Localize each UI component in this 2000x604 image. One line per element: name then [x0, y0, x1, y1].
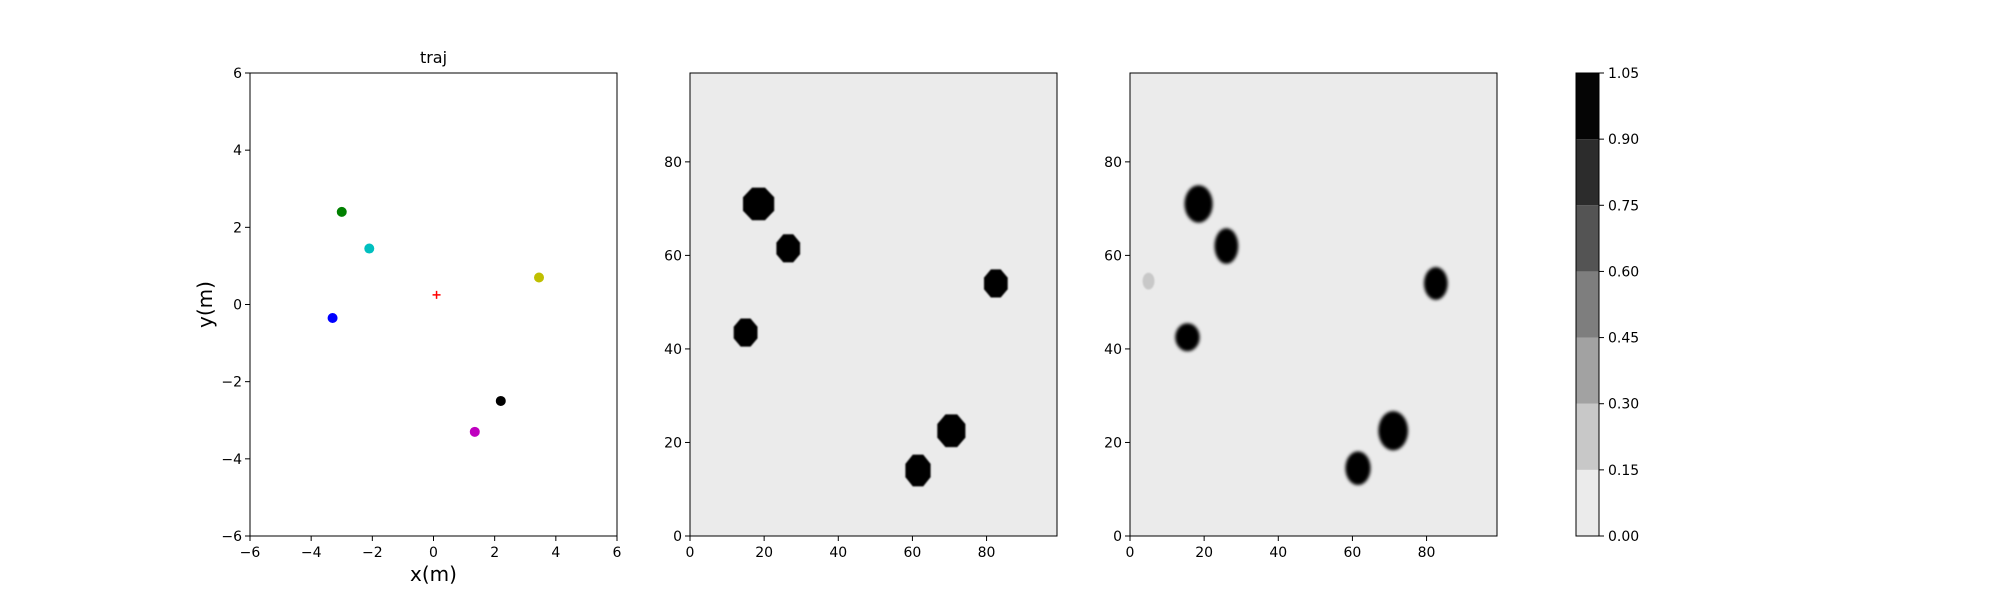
- colorbar-band: [1576, 337, 1599, 404]
- x-tick-label: 0: [429, 545, 438, 561]
- heatmap-right-ticks: 0 20 40 60 80 0 20 40 60 80: [1104, 155, 1435, 561]
- heatmap-left-background: [690, 73, 1057, 536]
- heatmap-panel-right: 0 20 40 60 80 0 20 40 60 80: [1104, 72, 1498, 561]
- y-tick-label: 40: [664, 342, 682, 358]
- y-tick-label: 4: [233, 143, 242, 159]
- traj-ticks: −6 −4 −2 0 2 4 6 −6 −4 −2 0 2 4 6: [221, 66, 621, 561]
- x-tick-label: −4: [301, 545, 322, 561]
- colorbar-tick-label: 0.30: [1608, 397, 1639, 413]
- obstacle-blob: [743, 187, 775, 221]
- y-tick-label: −4: [221, 452, 242, 468]
- y-tick-label: 60: [664, 248, 682, 264]
- y-tick-label: 0: [673, 529, 682, 545]
- traj-plot-area: [327, 206, 545, 437]
- colorbar-band: [1576, 73, 1599, 140]
- colorbar-band: [1576, 205, 1599, 272]
- traj-axes-frame: [249, 72, 618, 537]
- scatter-point: [534, 272, 545, 283]
- x-tick-label: 2: [490, 545, 499, 561]
- y-tick-label: 60: [1104, 248, 1122, 264]
- traj-y-axis-label: y(m): [193, 281, 217, 328]
- obstacle-blob: [1423, 267, 1448, 300]
- heatmap-left-axes-frame: [689, 72, 1058, 537]
- x-tick-label: 0: [1126, 545, 1135, 561]
- traj-x-axis-label: x(m): [410, 562, 457, 586]
- x-tick-label: 6: [613, 545, 622, 561]
- colorbar-tick-label: 0.45: [1608, 331, 1639, 347]
- scatter-point: [336, 206, 347, 217]
- colorbar-band: [1576, 271, 1599, 338]
- colorbar-ticks: 0.00 0.15 0.30 0.45 0.60 0.75 0.90 1.05: [1599, 66, 1639, 545]
- heatmap-right-axes-frame: [1129, 72, 1498, 537]
- heatmap-left-ticks: 0 20 40 60 80 0 20 40 60 80: [664, 155, 995, 561]
- y-tick-label: 0: [1113, 529, 1122, 545]
- obstacle-blob: [1184, 185, 1213, 223]
- colorbar: 0.00 0.15 0.30 0.45 0.60 0.75 0.90 1.05: [1575, 66, 1639, 545]
- colorbar-tick-label: 0.75: [1608, 198, 1639, 214]
- x-tick-label: 4: [551, 545, 560, 561]
- obstacle-blob: [1175, 323, 1200, 352]
- x-tick-label: 20: [1195, 545, 1213, 561]
- y-tick-label: 0: [233, 298, 242, 314]
- colorbar-tick-label: 1.05: [1608, 66, 1639, 82]
- x-tick-label: 60: [1344, 545, 1362, 561]
- obstacle-blob: [1378, 411, 1409, 451]
- y-tick-label: 6: [233, 66, 242, 82]
- traj-scatter-panel: −6 −4 −2 0 2 4 6 −6 −4 −2 0 2 4 6 traj x(m) y(m): [193, 48, 622, 586]
- heatmap-right-plot-area: [1142, 185, 1448, 486]
- y-tick-label: −2: [221, 375, 242, 391]
- obstacle-blob: [905, 454, 931, 487]
- traj-title: traj: [420, 48, 447, 67]
- scatter-point: [469, 426, 480, 437]
- x-tick-label: −6: [240, 545, 261, 561]
- x-tick-label: 80: [978, 545, 996, 561]
- x-tick-label: 80: [1418, 545, 1436, 561]
- obstacle-blob: [733, 318, 758, 347]
- y-tick-label: −6: [221, 529, 242, 545]
- obstacle-blob: [1345, 451, 1371, 486]
- scatter-point: [327, 313, 338, 324]
- heatmap-panel-left: 0 20 40 60 80 0 20 40 60 80: [664, 72, 1058, 561]
- y-tick-label: 80: [664, 155, 682, 171]
- x-tick-label: 0: [686, 545, 695, 561]
- colorbar-tick-label: 0.15: [1608, 463, 1639, 479]
- obstacle-blob: [1142, 272, 1155, 290]
- colorbar-tick-label: 0.00: [1608, 529, 1639, 545]
- heatmap-right-background: [1130, 73, 1497, 536]
- colorbar-band: [1576, 139, 1599, 206]
- y-tick-label: 20: [1104, 435, 1122, 451]
- x-tick-label: 60: [904, 545, 922, 561]
- x-tick-label: 40: [1269, 545, 1287, 561]
- x-tick-label: 20: [755, 545, 773, 561]
- heatmap-left-plot-area: [733, 187, 1008, 487]
- colorbar-band: [1576, 469, 1599, 536]
- y-tick-label: 20: [664, 435, 682, 451]
- colorbar-tick-label: 0.90: [1608, 132, 1639, 148]
- obstacle-blob: [776, 234, 801, 263]
- obstacle-blob: [1214, 228, 1239, 264]
- origin-plus-marker: [432, 290, 441, 299]
- y-tick-label: 40: [1104, 342, 1122, 358]
- colorbar-tick-label: 0.60: [1608, 264, 1639, 280]
- scatter-point: [364, 243, 375, 254]
- y-tick-label: 2: [233, 220, 242, 236]
- colorbar-band: [1576, 403, 1599, 470]
- x-tick-label: −2: [362, 545, 383, 561]
- y-tick-label: 80: [1104, 155, 1122, 171]
- colorbar-frame: [1575, 72, 1600, 537]
- x-tick-label: 40: [829, 545, 847, 561]
- colorbar-bands: [1576, 73, 1599, 536]
- obstacle-blob: [984, 269, 1008, 298]
- scatter-point: [495, 395, 506, 406]
- obstacle-blob: [937, 414, 966, 448]
